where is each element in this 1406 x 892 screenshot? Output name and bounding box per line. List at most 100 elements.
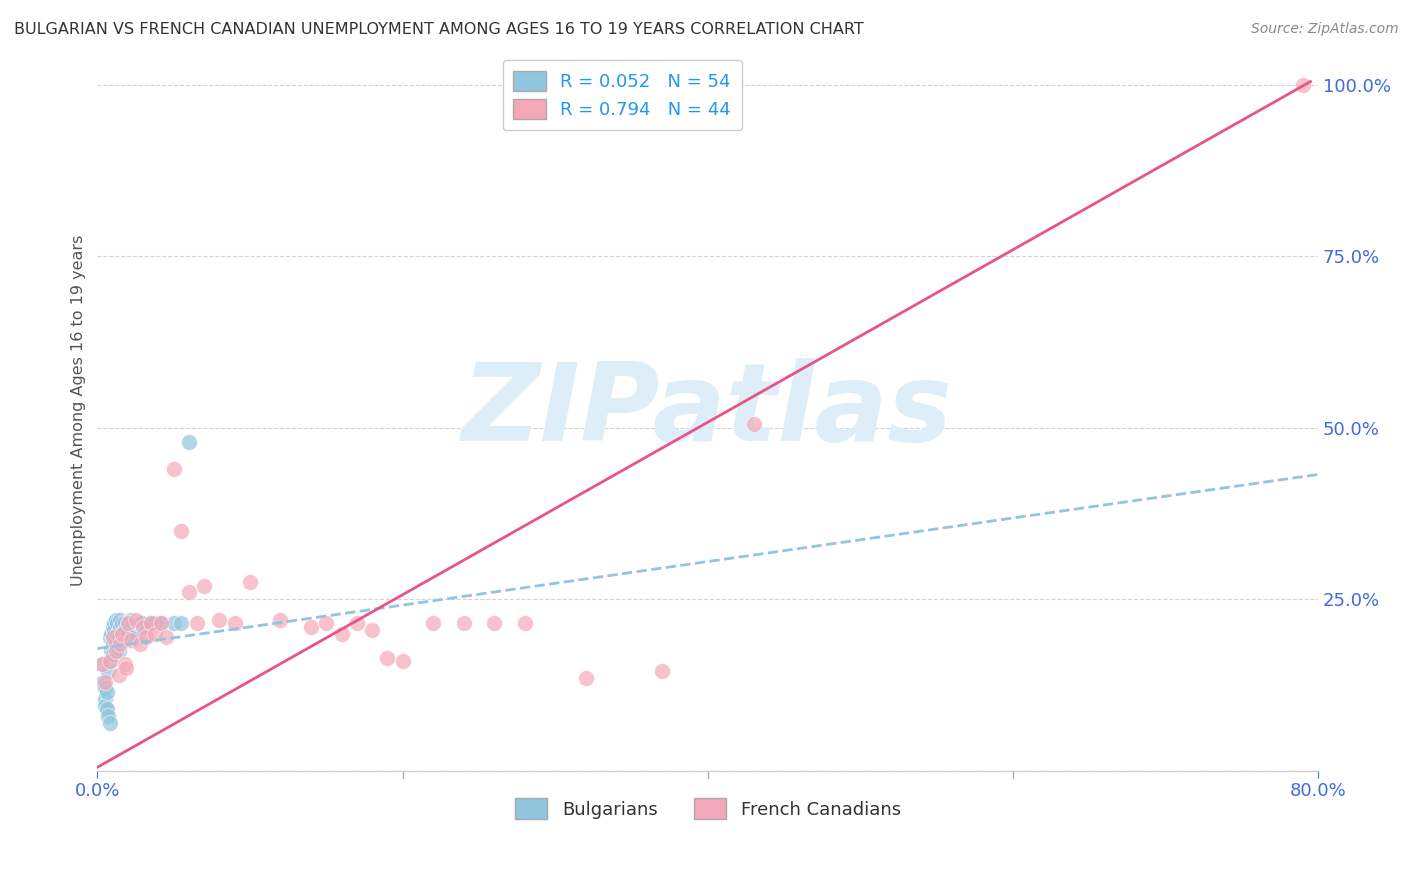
- Point: [361, 623, 384, 637]
- Point: [135, 630, 157, 644]
- Point: [112, 633, 135, 648]
- Point: [105, 616, 128, 631]
- Point: [94, 674, 117, 689]
- Point: [177, 585, 200, 599]
- Point: [111, 616, 134, 631]
- Point: [90, 657, 112, 672]
- Point: [103, 616, 125, 631]
- Point: [101, 637, 124, 651]
- Y-axis label: Unemployment Among Ages 16 to 19 years: Unemployment Among Ages 16 to 19 years: [72, 235, 86, 586]
- Point: [96, 702, 118, 716]
- Point: [128, 616, 150, 631]
- Point: [129, 616, 152, 631]
- Point: [124, 613, 146, 627]
- Text: Source: ZipAtlas.com: Source: ZipAtlas.com: [1251, 22, 1399, 37]
- Point: [120, 620, 142, 634]
- Text: BULGARIAN VS FRENCH CANADIAN UNEMPLOYMENT AMONG AGES 16 TO 19 YEARS CORRELATION : BULGARIAN VS FRENCH CANADIAN UNEMPLOYMEN…: [14, 22, 863, 37]
- Point: [101, 647, 124, 661]
- Point: [104, 637, 127, 651]
- Point: [122, 616, 145, 631]
- Point: [330, 626, 353, 640]
- Point: [132, 620, 155, 634]
- Point: [103, 623, 125, 637]
- Point: [110, 637, 132, 651]
- Point: [375, 650, 398, 665]
- Point: [163, 462, 186, 476]
- Point: [104, 613, 127, 627]
- Point: [107, 667, 129, 681]
- Point: [96, 685, 118, 699]
- Point: [513, 616, 536, 631]
- Point: [125, 616, 148, 631]
- Point: [111, 626, 134, 640]
- Point: [101, 630, 124, 644]
- Point: [115, 630, 138, 644]
- Point: [150, 616, 173, 631]
- Point: [100, 626, 122, 640]
- Point: [98, 654, 121, 668]
- Point: [143, 626, 166, 640]
- Point: [107, 630, 129, 644]
- Legend: Bulgarians, French Canadians: Bulgarians, French Canadians: [508, 791, 908, 827]
- Point: [101, 620, 124, 634]
- Point: [139, 616, 162, 631]
- Text: ZIPatlas: ZIPatlas: [463, 358, 953, 464]
- Point: [94, 691, 117, 706]
- Point: [121, 630, 143, 644]
- Point: [98, 654, 121, 668]
- Point: [155, 630, 177, 644]
- Point: [742, 417, 765, 432]
- Point: [117, 616, 139, 631]
- Point: [132, 630, 155, 644]
- Point: [94, 681, 117, 696]
- Point: [115, 661, 138, 675]
- Point: [98, 630, 121, 644]
- Point: [135, 620, 157, 634]
- Point: [118, 616, 141, 631]
- Point: [150, 616, 173, 631]
- Point: [120, 633, 142, 648]
- Point: [114, 657, 136, 672]
- Point: [93, 674, 115, 689]
- Point: [346, 616, 368, 631]
- Point: [422, 616, 444, 631]
- Point: [90, 657, 112, 672]
- Point: [315, 616, 337, 631]
- Point: [170, 616, 193, 631]
- Point: [114, 623, 136, 637]
- Point: [651, 665, 673, 679]
- Point: [208, 613, 231, 627]
- Point: [117, 626, 139, 640]
- Point: [239, 575, 262, 590]
- Point: [1292, 78, 1315, 92]
- Point: [193, 578, 215, 592]
- Point: [143, 616, 166, 631]
- Point: [224, 616, 246, 631]
- Point: [131, 616, 153, 631]
- Point: [104, 643, 127, 657]
- Point: [269, 613, 291, 627]
- Point: [482, 616, 505, 631]
- Point: [117, 616, 139, 631]
- Point: [177, 434, 200, 449]
- Point: [186, 616, 208, 631]
- Point: [97, 665, 120, 679]
- Point: [104, 630, 127, 644]
- Point: [120, 613, 142, 627]
- Point: [453, 616, 475, 631]
- Point: [94, 698, 117, 713]
- Point: [124, 626, 146, 640]
- Point: [391, 654, 413, 668]
- Point: [110, 613, 132, 627]
- Point: [107, 643, 129, 657]
- Point: [139, 616, 162, 631]
- Point: [98, 715, 121, 730]
- Point: [129, 637, 152, 651]
- Point: [170, 524, 193, 538]
- Point: [105, 626, 128, 640]
- Point: [100, 643, 122, 657]
- Point: [575, 671, 598, 685]
- Point: [163, 616, 186, 631]
- Point: [114, 616, 136, 631]
- Point: [299, 620, 322, 634]
